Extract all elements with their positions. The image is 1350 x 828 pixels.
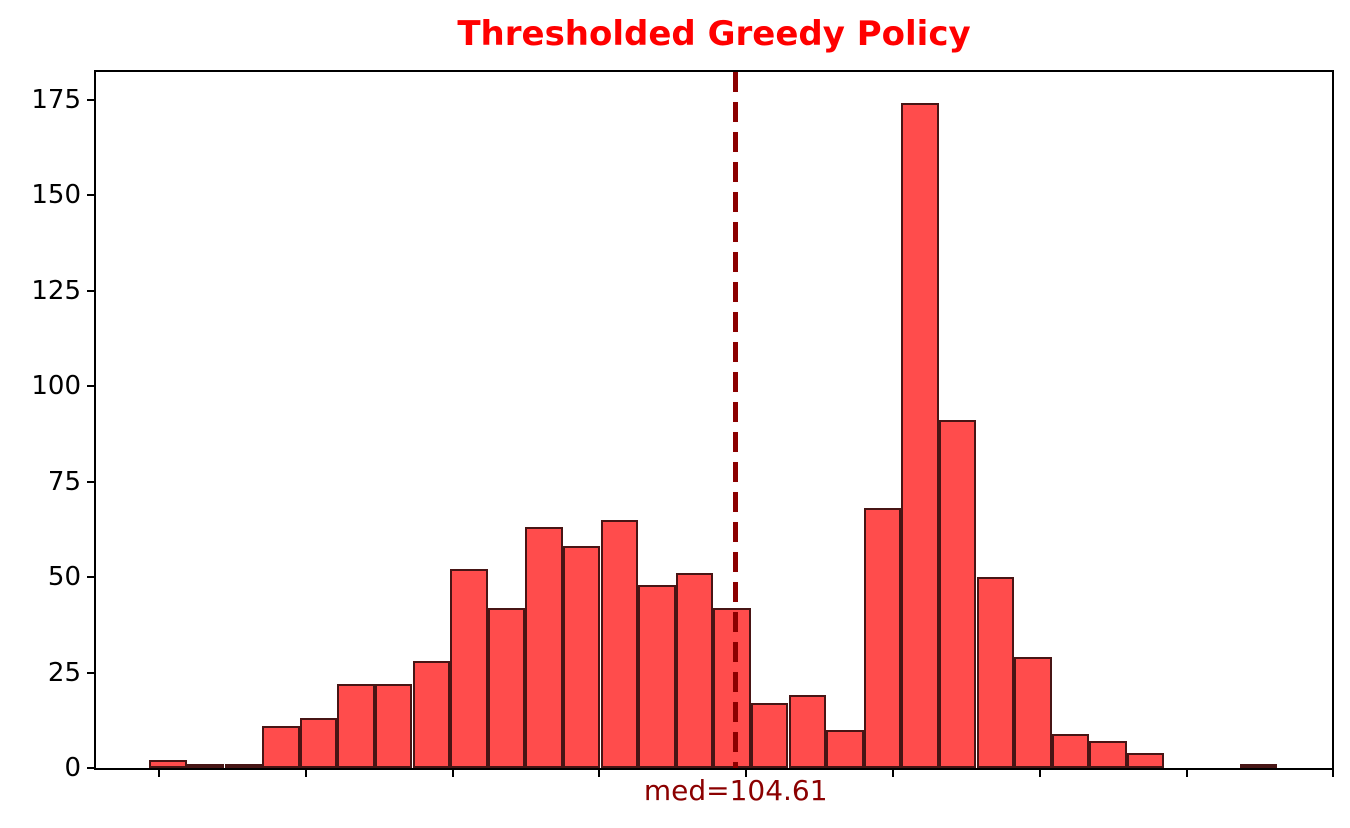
histogram-bar: [1239, 764, 1278, 768]
x-axis-tick: [1038, 768, 1041, 777]
histogram-bar: [788, 695, 827, 768]
y-axis-tick-label: 175: [31, 84, 81, 115]
histogram-bar: [1126, 752, 1165, 768]
x-axis-tick: [157, 768, 160, 777]
y-axis-tick: [87, 576, 96, 578]
median-label: med=104.61: [643, 774, 828, 807]
histogram-bar: [525, 527, 563, 768]
histogram-bar: [938, 420, 977, 768]
y-axis-tick-label: 125: [31, 275, 81, 306]
histogram-bar: [1014, 657, 1052, 768]
histogram-bar: [149, 760, 187, 768]
y-axis-tick-label: 150: [31, 180, 81, 210]
histogram-bar: [224, 764, 263, 768]
x-axis-tick: [598, 768, 601, 777]
histogram-bar: [374, 683, 413, 768]
histogram-bar: [1089, 741, 1127, 768]
histogram-bar: [600, 519, 639, 768]
histogram-bar: [262, 725, 300, 768]
x-axis-tick: [304, 768, 307, 777]
histogram-bar: [976, 577, 1015, 768]
histogram-bar: [450, 569, 488, 768]
histogram-bar: [713, 607, 751, 768]
y-axis-tick-label: 50: [47, 562, 81, 592]
y-axis-tick: [87, 385, 96, 387]
histogram-bar: [863, 508, 902, 768]
histogram-bar: [412, 661, 451, 768]
y-axis-tick-label: 100: [31, 371, 81, 401]
x-axis-tick: [1185, 768, 1188, 777]
histogram-bar: [750, 703, 789, 768]
y-axis-tick: [87, 194, 96, 196]
y-axis-tick: [87, 767, 96, 769]
histogram-bar: [562, 546, 601, 768]
histogram-bar: [487, 607, 526, 768]
y-axis-tick-label: 75: [47, 466, 81, 497]
y-axis-tick: [87, 671, 96, 674]
histogram-bar: [901, 103, 939, 768]
x-axis-tick: [451, 768, 454, 777]
histogram-bar: [638, 584, 676, 768]
histogram-bar: [1051, 733, 1090, 768]
x-axis-tick: [745, 768, 748, 777]
plot-area: med=104.61 0 25 50 75 100 125 150 175: [31, 70, 1335, 807]
histogram-bar: [299, 718, 338, 768]
y-axis-tick-label: 0: [64, 753, 81, 783]
y-axis-tick: [87, 98, 96, 101]
histogram-bar: [826, 729, 864, 768]
x-axis-tick: [1332, 768, 1335, 777]
x-axis-tick: [891, 768, 894, 777]
chart-title: Thresholded Greedy Policy: [457, 14, 971, 54]
y-axis-tick-label: 25: [47, 657, 81, 688]
histogram-bar: [337, 683, 375, 768]
median-line: [733, 72, 739, 768]
histogram-bar: [675, 573, 714, 768]
histogram-bar: [186, 764, 225, 768]
y-axis-tick: [87, 289, 96, 292]
y-axis-tick: [87, 480, 96, 483]
